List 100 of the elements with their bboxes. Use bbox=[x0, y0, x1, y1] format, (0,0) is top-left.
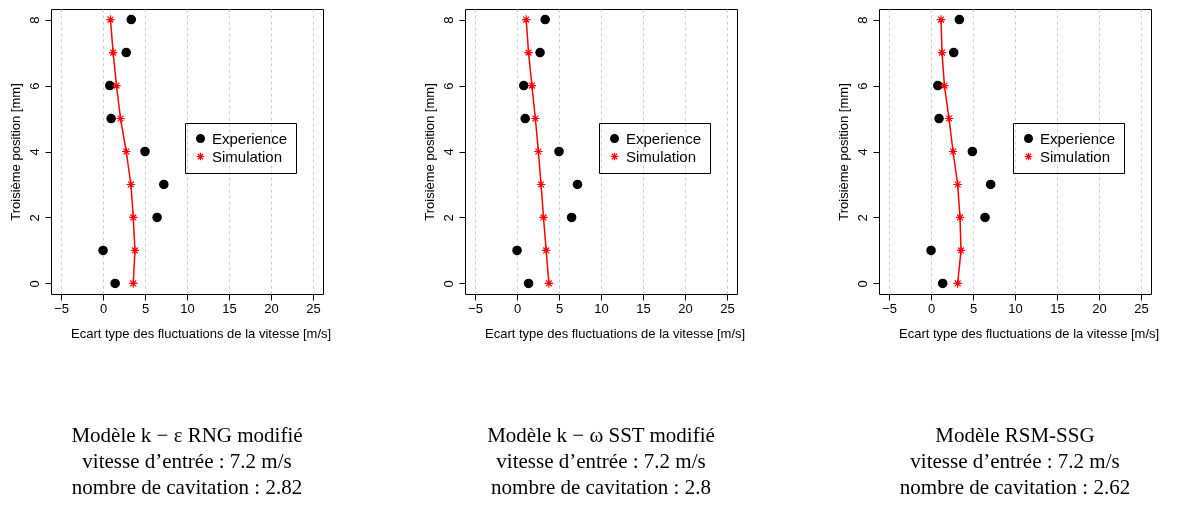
point bbox=[115, 113, 126, 124]
text: nombre de cavitation : 2.8 bbox=[491, 475, 711, 499]
point bbox=[540, 14, 550, 25]
point bbox=[538, 212, 549, 223]
text: nombre de cavitation : 2.82 bbox=[71, 475, 303, 499]
x-tick-label: −5 bbox=[468, 300, 483, 316]
text: Modèle k − ε RNG modifié bbox=[71, 423, 303, 447]
point bbox=[527, 80, 537, 91]
point bbox=[566, 212, 577, 223]
legend-label: Experience bbox=[626, 129, 702, 147]
point bbox=[952, 179, 963, 190]
x-tick-label: 15 bbox=[1050, 300, 1065, 316]
legend-label: Experience bbox=[1040, 129, 1116, 147]
point bbox=[926, 245, 936, 256]
x-tick-label: 15 bbox=[222, 300, 237, 316]
y-tick-label: 6 bbox=[26, 82, 42, 90]
point bbox=[934, 113, 944, 124]
point bbox=[554, 146, 564, 157]
point bbox=[121, 146, 131, 157]
point bbox=[535, 47, 545, 58]
y-tick-label: 6 bbox=[854, 82, 870, 90]
point bbox=[512, 245, 522, 256]
y-tick-label: 0 bbox=[854, 280, 870, 288]
point bbox=[106, 113, 116, 124]
point bbox=[985, 179, 996, 190]
point bbox=[952, 278, 963, 289]
point bbox=[152, 212, 162, 223]
point bbox=[956, 245, 966, 256]
point bbox=[932, 80, 943, 91]
y-tick-label: 2 bbox=[440, 214, 456, 222]
point bbox=[530, 113, 541, 124]
x-tick-label: 20 bbox=[678, 300, 693, 316]
x-tick-label: −5 bbox=[882, 300, 897, 316]
point bbox=[110, 278, 120, 289]
point bbox=[936, 14, 946, 25]
x-tick-label: 10 bbox=[180, 300, 195, 316]
point bbox=[121, 47, 131, 58]
point bbox=[126, 14, 137, 25]
point bbox=[523, 278, 534, 289]
y-tick-label: 2 bbox=[26, 214, 42, 222]
x-tick-label: 0 bbox=[927, 300, 936, 316]
point bbox=[98, 245, 108, 256]
y-tick-label: 8 bbox=[440, 16, 456, 24]
x-axis-title: Ecart type des fluctuations de la vitesse [m/s] bbox=[71, 325, 332, 341]
point bbox=[140, 146, 150, 157]
x-tick-label: 0 bbox=[513, 300, 522, 316]
point bbox=[130, 245, 140, 256]
x-tick-label: 5 bbox=[141, 300, 150, 316]
point bbox=[572, 179, 583, 190]
y-axis-title: Troisième position [mm] bbox=[421, 83, 437, 221]
x-tick-label: 20 bbox=[264, 300, 279, 316]
y-tick-label: 4 bbox=[440, 148, 456, 156]
x-tick-label: 20 bbox=[1092, 300, 1107, 316]
point bbox=[541, 245, 551, 256]
y-tick-label: 4 bbox=[26, 148, 42, 156]
x-tick-label: 0 bbox=[99, 300, 108, 316]
point bbox=[533, 146, 544, 157]
x-tick-label: 5 bbox=[969, 300, 978, 316]
point bbox=[128, 212, 139, 223]
y-axis-title: Troisième position [mm] bbox=[7, 83, 23, 221]
text: Modèle k − ω SST modifié bbox=[487, 423, 715, 447]
point bbox=[105, 14, 116, 25]
point bbox=[948, 146, 958, 157]
point bbox=[159, 179, 169, 190]
point bbox=[128, 278, 139, 289]
text: nombre de cavitation : 2.62 bbox=[899, 475, 1131, 499]
y-tick-label: 0 bbox=[440, 280, 456, 288]
x-tick-label: 25 bbox=[720, 300, 735, 316]
point bbox=[518, 80, 529, 91]
y-tick-label: 8 bbox=[26, 16, 42, 24]
point bbox=[937, 47, 947, 58]
point bbox=[980, 212, 990, 223]
legend-label: Simulation bbox=[1040, 147, 1111, 165]
text: vitesse d’entrée : 7.2 m/s bbox=[496, 449, 706, 473]
legend-label: Simulation bbox=[212, 147, 283, 165]
x-axis-title: Ecart type des fluctuations de la vitesse [m/s] bbox=[485, 325, 746, 341]
x-tick-label: 10 bbox=[1008, 300, 1023, 316]
point bbox=[126, 179, 136, 190]
point bbox=[944, 113, 954, 124]
point bbox=[937, 278, 948, 289]
y-tick-label: 4 bbox=[854, 148, 870, 156]
text: vitesse d’entrée : 7.2 m/s bbox=[910, 449, 1120, 473]
x-axis-title: Ecart type des fluctuations de la vitesse [m/s] bbox=[899, 325, 1160, 341]
point bbox=[520, 113, 530, 124]
legend-label: Experience bbox=[212, 129, 288, 147]
point bbox=[521, 14, 531, 25]
y-tick-label: 8 bbox=[854, 16, 870, 24]
text: Modèle RSM-SSG bbox=[935, 423, 1095, 447]
y-tick-label: 6 bbox=[440, 82, 456, 90]
x-tick-label: −5 bbox=[54, 300, 69, 316]
point bbox=[536, 179, 546, 190]
text: vitesse d’entrée : 7.2 m/s bbox=[82, 449, 292, 473]
x-tick-label: 5 bbox=[555, 300, 564, 316]
point bbox=[104, 80, 115, 91]
y-axis-title: Troisième position [mm] bbox=[835, 83, 851, 221]
x-tick-label: 25 bbox=[1134, 300, 1149, 316]
x-tick-label: 25 bbox=[306, 300, 321, 316]
x-tick-label: 10 bbox=[594, 300, 609, 316]
x-tick-label: 15 bbox=[636, 300, 651, 316]
point bbox=[111, 80, 122, 91]
